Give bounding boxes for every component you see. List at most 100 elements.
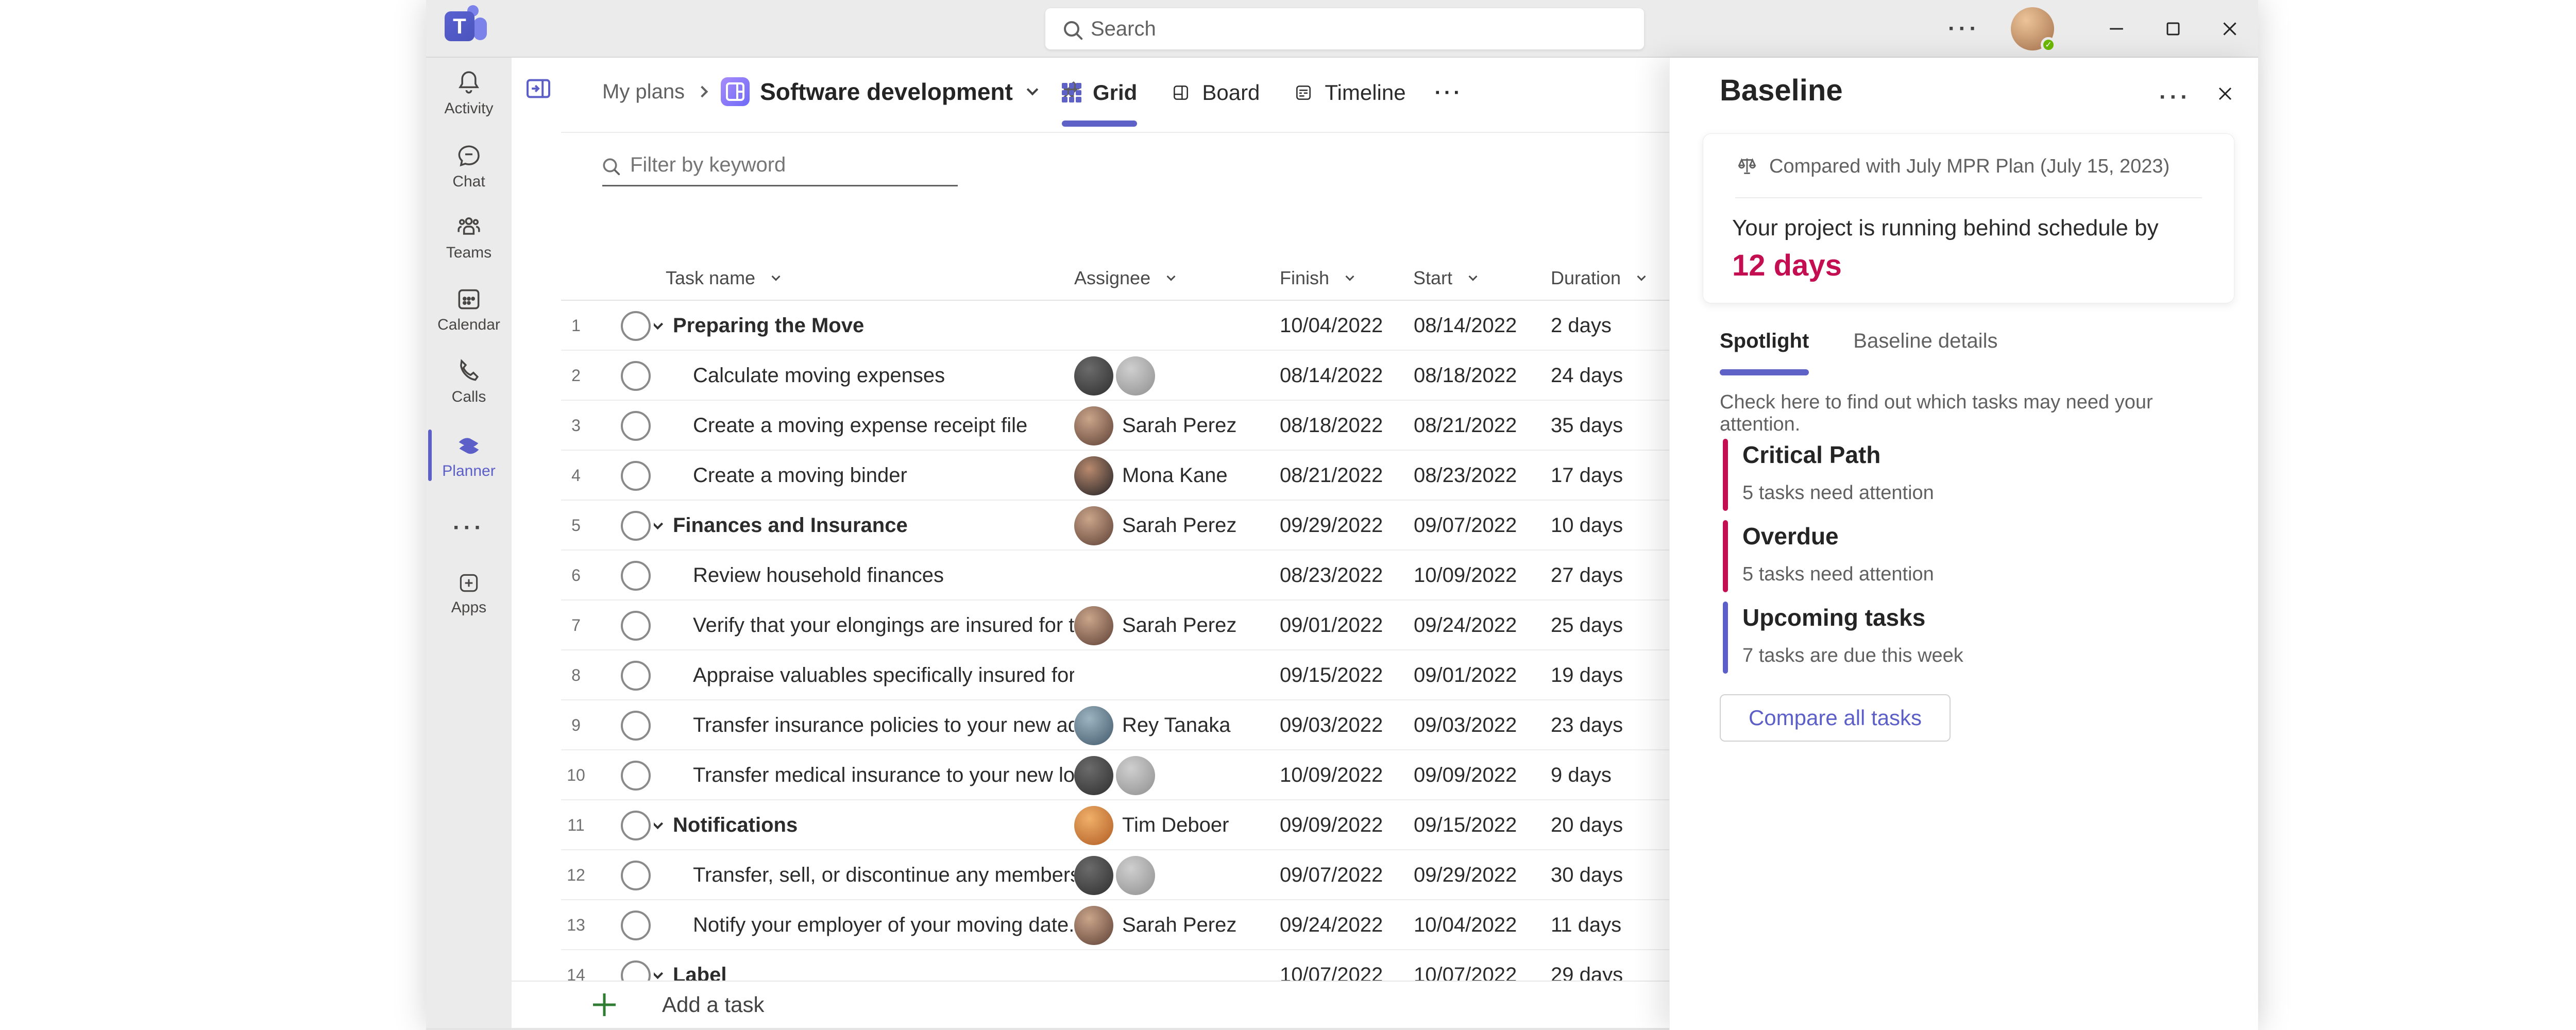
column-header-task-name[interactable]: Task name [654, 267, 1074, 289]
start-value[interactable]: 10/09/2022 [1414, 564, 1517, 587]
start-value[interactable]: 09/09/2022 [1414, 764, 1517, 786]
duration-value[interactable]: 35 days [1551, 414, 1623, 437]
start-value[interactable]: 09/01/2022 [1414, 664, 1517, 686]
task-name[interactable]: Review household finances [693, 564, 944, 587]
complete-task-circle[interactable] [621, 510, 651, 541]
complete-task-circle[interactable] [621, 760, 651, 791]
close-button[interactable] [2201, 0, 2258, 58]
start-value[interactable]: 10/07/2022 [1414, 964, 1517, 983]
duration-value[interactable]: 10 days [1551, 514, 1623, 537]
task-row[interactable]: 9 Transfer insurance policies to your new… [561, 700, 2258, 750]
start-value[interactable]: 08/21/2022 [1414, 414, 1517, 437]
filter-input[interactable]: Filter by keyword [602, 145, 958, 186]
duration-value[interactable]: 2 days [1551, 314, 1612, 337]
task-row[interactable]: 14 Label 10/07/2022 10/07/2022 29 days [561, 950, 2258, 983]
task-name[interactable]: Notifications [673, 814, 798, 836]
duration-value[interactable]: 9 days [1551, 764, 1612, 786]
complete-task-circle[interactable] [621, 360, 651, 391]
task-row[interactable]: 13 Notify your employer of your moving da… [561, 900, 2258, 950]
maximize-button[interactable] [2145, 0, 2201, 58]
task-row[interactable]: 5 Finances and Insurance Sarah Perez 09/29/… [561, 501, 2258, 551]
start-value[interactable]: 09/24/2022 [1414, 614, 1517, 637]
task-name[interactable]: Transfer insurance policies to your new … [693, 714, 1074, 736]
task-row[interactable]: 7 Verify that your elongings are insured … [561, 600, 2258, 650]
assignee-avatar[interactable] [1074, 756, 1113, 795]
spotlight-item[interactable]: Upcoming tasks 7 tasks are due this week [1723, 602, 1963, 674]
task-name[interactable]: Create a moving expense receipt file [693, 414, 1028, 437]
finish-value[interactable]: 10/04/2022 [1280, 314, 1383, 337]
task-row[interactable]: 6 Review household finances 08/23/2022 10/0… [561, 551, 2258, 600]
sidebar-item-activity[interactable]: Activity [426, 68, 512, 117]
user-avatar[interactable]: ✓ [2011, 7, 2056, 53]
tabs-more-button[interactable]: ··· [1434, 81, 1463, 104]
sidebar-more-button[interactable]: ··· [453, 515, 485, 540]
spotlight-item[interactable]: Overdue 5 tasks need attention [1723, 520, 1963, 592]
start-value[interactable]: 09/07/2022 [1414, 514, 1517, 537]
duration-value[interactable]: 23 days [1551, 714, 1623, 736]
complete-task-circle[interactable] [621, 311, 651, 341]
start-value[interactable]: 09/03/2022 [1414, 714, 1517, 736]
column-header-start[interactable]: Start [1410, 267, 1547, 289]
assignee-avatar[interactable] [1074, 506, 1113, 545]
search-input[interactable]: Search [1045, 8, 1644, 49]
task-name[interactable]: Finances and Insurance [673, 514, 908, 537]
start-value[interactable]: 09/29/2022 [1414, 864, 1517, 886]
finish-value[interactable]: 09/01/2022 [1280, 614, 1383, 637]
duration-value[interactable]: 19 days [1551, 664, 1623, 686]
complete-task-circle[interactable] [621, 710, 651, 741]
task-row[interactable]: 10 Transfer medical insurance to your new… [561, 750, 2258, 800]
collapse-group-icon[interactable] [654, 968, 664, 980]
complete-task-circle[interactable] [621, 610, 651, 641]
finish-value[interactable]: 09/24/2022 [1280, 914, 1383, 936]
finish-value[interactable]: 08/21/2022 [1280, 464, 1383, 487]
task-row[interactable]: 8 Appraise valuables specifically insured… [561, 650, 2258, 700]
sidebar-item-teams[interactable]: Teams [426, 212, 512, 262]
collapse-group-icon[interactable] [654, 518, 664, 530]
minimize-button[interactable] [2088, 0, 2145, 58]
task-name[interactable]: Label [673, 964, 727, 983]
collapse-group-icon[interactable] [654, 818, 664, 830]
sidebar-item-planner[interactable]: Planner [426, 430, 512, 481]
assignee-avatar[interactable] [1074, 456, 1113, 495]
assignee-avatar[interactable] [1116, 756, 1155, 795]
finish-value[interactable]: 08/23/2022 [1280, 564, 1383, 587]
duration-value[interactable]: 17 days [1551, 464, 1623, 487]
assignee-avatar[interactable] [1116, 356, 1155, 396]
complete-task-circle[interactable] [621, 860, 651, 890]
task-name[interactable]: Appraise valuables specifically insured … [693, 664, 1074, 686]
task-name[interactable]: Transfer medical insurance to your new l… [693, 764, 1074, 786]
start-value[interactable]: 08/14/2022 [1414, 314, 1517, 337]
compare-all-tasks-button[interactable]: Compare all tasks [1720, 694, 1951, 742]
task-row[interactable]: 12 Transfer, sell, or discontinue any mem… [561, 850, 2258, 900]
start-value[interactable]: 09/15/2022 [1414, 814, 1517, 836]
assignee-avatar[interactable] [1074, 406, 1113, 445]
start-value[interactable]: 08/23/2022 [1414, 464, 1517, 487]
assignee-avatar[interactable] [1074, 606, 1113, 645]
collapse-pane-button[interactable] [524, 74, 553, 103]
finish-value[interactable]: 10/09/2022 [1280, 764, 1383, 786]
assignee-avatar[interactable] [1074, 855, 1113, 895]
finish-value[interactable]: 08/18/2022 [1280, 414, 1383, 437]
finish-value[interactable]: 10/07/2022 [1280, 964, 1383, 983]
titlebar-more-button[interactable]: ··· [1948, 16, 1980, 41]
duration-value[interactable]: 29 days [1551, 964, 1623, 983]
assignee-avatar[interactable] [1116, 855, 1155, 895]
complete-task-circle[interactable] [621, 960, 651, 983]
task-row[interactable]: 1 Preparing the Move 10/04/2022 08/14/2022 2… [561, 301, 2258, 351]
sidebar-item-apps[interactable]: Apps [426, 570, 512, 616]
tab-grid[interactable]: Grid [1062, 73, 1138, 127]
task-name[interactable]: Notify your employer of your moving date… [693, 914, 1074, 936]
complete-task-circle[interactable] [621, 410, 651, 441]
sidebar-item-chat[interactable]: Chat [426, 141, 512, 191]
task-row[interactable]: 11 Notifications Tim Deboer 09/09/2022 09/15… [561, 800, 2258, 850]
finish-value[interactable]: 09/09/2022 [1280, 814, 1383, 836]
start-value[interactable]: 10/04/2022 [1414, 914, 1517, 936]
assignee-avatar[interactable] [1074, 356, 1113, 396]
start-value[interactable]: 08/18/2022 [1414, 364, 1517, 387]
tab-spotlight[interactable]: Spotlight [1720, 330, 1809, 375]
duration-value[interactable]: 25 days [1551, 614, 1623, 637]
task-name[interactable]: Calculate moving expenses [693, 364, 945, 387]
column-header-assignee[interactable]: Assignee [1074, 267, 1276, 289]
finish-value[interactable]: 09/07/2022 [1280, 864, 1383, 886]
panel-close-button[interactable] [2214, 82, 2236, 108]
